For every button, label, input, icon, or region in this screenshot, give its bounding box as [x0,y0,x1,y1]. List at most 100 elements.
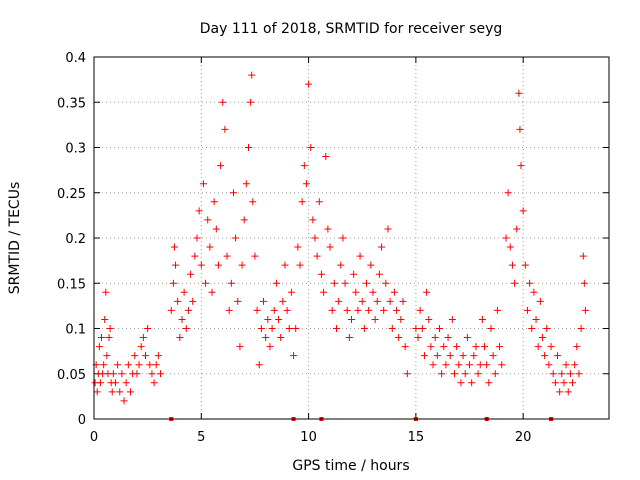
data-point [154,352,162,360]
data-point [223,252,231,260]
data-point [538,334,546,342]
data-point [139,334,147,342]
data-point [558,370,566,378]
data-point [320,288,328,296]
data-point [551,379,559,387]
data-point [498,361,506,369]
data-point [251,252,259,260]
x-tick-label: 10 [300,430,317,445]
data-point [187,270,195,278]
data-point [324,225,332,233]
data-point [530,288,538,296]
data-point [375,270,383,278]
y-tick-label: 0.1 [65,323,86,338]
data-point [579,252,587,260]
data-point [96,379,104,387]
y-tick-label: 0.25 [57,187,86,202]
data-point [236,343,244,351]
x-axis-label: GPS time / hours [292,458,409,474]
data-point [451,370,458,378]
data-point [176,334,184,342]
data-point [358,297,366,305]
data-point [418,325,426,332]
data-point [543,325,551,332]
data-point [272,279,280,287]
data-point [427,343,435,351]
data-point [109,370,117,378]
data-point [133,370,141,378]
data-point [489,352,497,360]
data-point [174,297,182,305]
x-tick-label: 15 [408,430,425,445]
data-point [199,180,207,188]
data-point [485,379,493,387]
data-point [315,198,323,206]
data-point [182,325,190,332]
data-point [554,352,561,360]
data-point [221,125,229,133]
data-point [197,261,205,269]
data-point [262,334,270,342]
data-point [170,243,178,251]
axis-ticks: 0 5 10 15 20 0 0.05 0.1 0.15 0.2 0.25 0.3 0.35 0.4 [57,51,609,445]
data-point [442,361,450,369]
data-point [528,325,536,332]
data-point [307,144,315,151]
data-point [206,243,214,251]
data-point [519,207,527,215]
data-point [106,325,114,332]
data-point [390,288,398,296]
data-point [255,361,263,369]
data-point [545,361,553,369]
data-point [178,315,186,323]
data-point [275,315,283,323]
data-point [270,306,278,314]
data-point [491,370,499,378]
data-point [253,306,261,314]
data-point [425,315,433,323]
data-point [511,279,519,287]
data-point [296,261,304,269]
data-point [431,334,439,342]
data-point [581,306,589,314]
data-point [287,288,295,296]
data-point [229,189,237,197]
data-point [144,325,152,332]
data-point [131,352,139,360]
data-point [459,352,467,360]
data-point [298,198,306,206]
data-point [556,388,564,396]
y-tick-label: 0.35 [57,96,86,111]
data-point [577,325,585,332]
data-point [504,189,512,197]
data-point [541,352,549,360]
data-point [341,279,349,287]
data-point [326,243,334,251]
data-point [493,306,501,314]
data-point [536,297,544,305]
data-point [547,343,555,351]
data-point [367,261,375,269]
data-point [532,315,540,323]
data-point [152,361,160,369]
data-point [292,325,300,332]
data-point [242,180,250,188]
data-point [549,370,557,378]
data-point [150,379,158,387]
y-tick-label: 0.05 [57,368,86,383]
data-point [502,234,510,242]
data-point [481,343,489,351]
data-point [279,297,287,305]
data-point [363,279,371,287]
data-point [516,125,524,133]
data-point [126,388,134,396]
data-point [135,361,143,369]
data-point [180,288,188,296]
data-point [238,261,246,269]
data-point [268,325,276,332]
data-point [245,144,252,151]
data-point [562,361,570,369]
data-point [461,370,469,378]
data-point [335,297,343,305]
